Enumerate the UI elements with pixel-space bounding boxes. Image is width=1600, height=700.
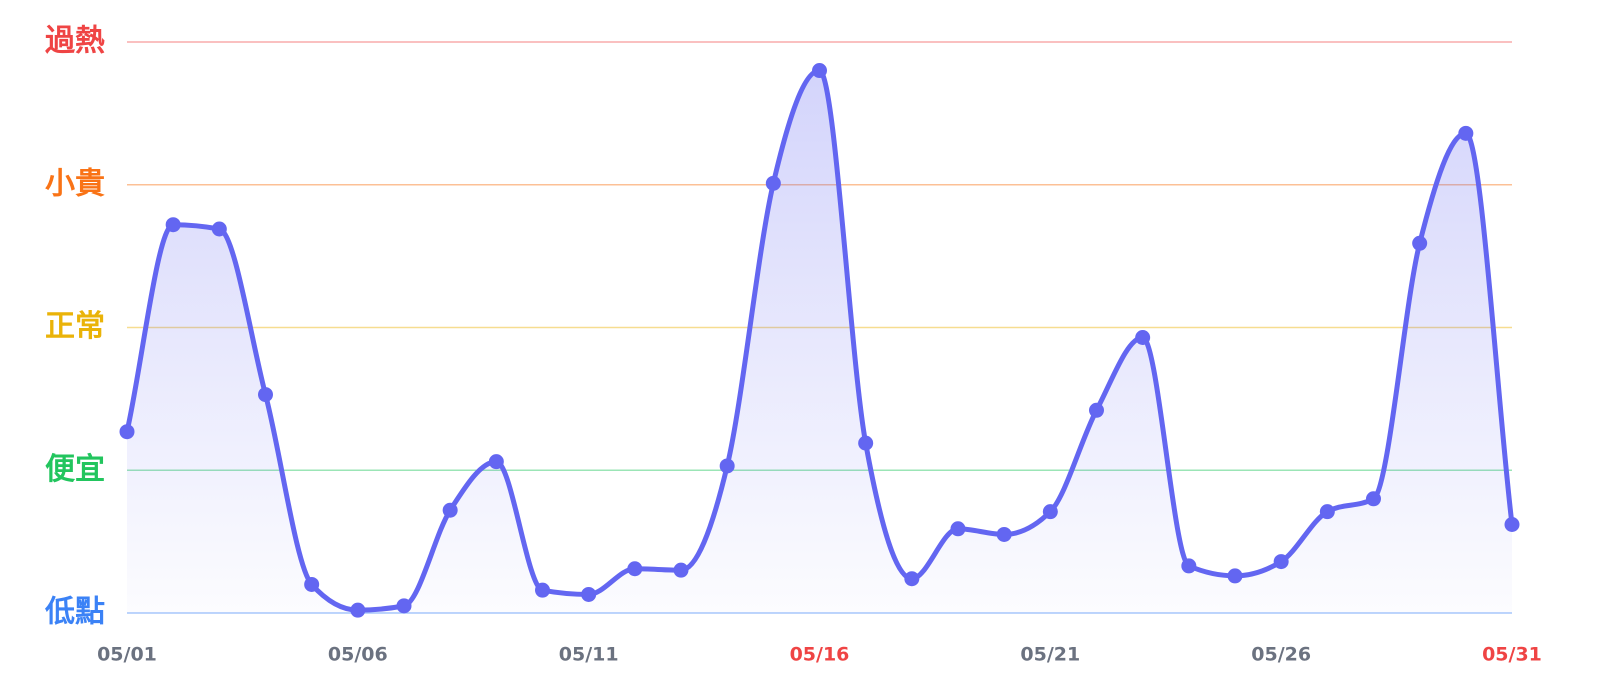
point bbox=[488, 454, 504, 470]
x-tick-label: 05/06 bbox=[328, 644, 388, 666]
x-tick-label: 05/01 bbox=[97, 644, 157, 666]
x-tick-label: 05/31 bbox=[1482, 644, 1542, 666]
point bbox=[581, 586, 597, 602]
point bbox=[904, 571, 920, 587]
y-tick-label: 低點 bbox=[44, 595, 105, 630]
point bbox=[812, 63, 827, 79]
point bbox=[765, 175, 781, 191]
y-tick-label: 過熱 bbox=[45, 24, 105, 59]
point bbox=[350, 602, 366, 618]
point bbox=[1273, 554, 1289, 570]
point bbox=[1412, 235, 1428, 251]
point bbox=[996, 526, 1012, 542]
point bbox=[950, 521, 966, 537]
point bbox=[165, 217, 181, 233]
x-tick-label: 05/11 bbox=[559, 644, 619, 666]
point bbox=[304, 576, 320, 592]
x-tick-label: 05/16 bbox=[790, 644, 850, 666]
point bbox=[673, 562, 689, 578]
y-tick-label: 正常 bbox=[45, 309, 105, 344]
point bbox=[535, 582, 550, 598]
point bbox=[719, 458, 735, 474]
point bbox=[258, 387, 273, 403]
point bbox=[1135, 329, 1151, 345]
x-tick-label: 05/21 bbox=[1020, 644, 1080, 666]
point bbox=[1089, 402, 1104, 418]
y-tick-label: 小貴 bbox=[45, 166, 105, 201]
point bbox=[1458, 125, 1474, 141]
point bbox=[211, 221, 227, 237]
point bbox=[1181, 558, 1197, 574]
point bbox=[119, 424, 135, 440]
point bbox=[442, 502, 458, 518]
point bbox=[396, 598, 412, 614]
x-tick-label: 05/26 bbox=[1251, 644, 1311, 666]
point bbox=[1227, 568, 1243, 584]
point bbox=[1319, 504, 1335, 520]
point bbox=[627, 561, 643, 577]
point bbox=[858, 435, 874, 451]
area bbox=[127, 70, 1512, 614]
point bbox=[1366, 491, 1381, 507]
y-tick-label: 便宜 bbox=[45, 452, 105, 487]
point bbox=[1042, 504, 1058, 520]
point bbox=[1504, 516, 1520, 532]
